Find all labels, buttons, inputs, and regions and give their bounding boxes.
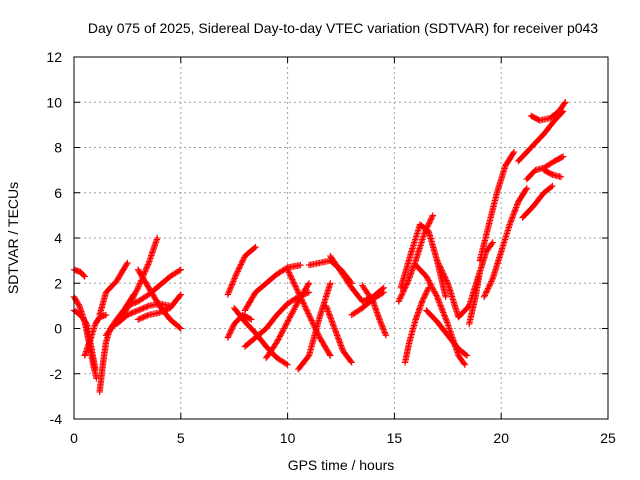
y-axis-label: SDTVAR / TECUs bbox=[5, 182, 21, 294]
data-series-track-21 bbox=[322, 302, 355, 366]
data-point-markers bbox=[523, 153, 567, 183]
data-point-markers bbox=[102, 234, 161, 339]
data-series-track-27 bbox=[401, 284, 432, 366]
y-tick-label: 10 bbox=[46, 94, 62, 110]
data-point-markers bbox=[96, 259, 131, 319]
data-series-track-29 bbox=[423, 307, 471, 359]
data-series-track-31 bbox=[466, 239, 496, 328]
data-point-markers bbox=[70, 266, 88, 280]
y-tick-label: 2 bbox=[54, 275, 62, 291]
data-point-markers bbox=[433, 257, 483, 321]
data-point-markers bbox=[81, 311, 110, 359]
data-point-markers bbox=[401, 284, 432, 366]
y-tick-label: 4 bbox=[54, 230, 62, 246]
y-tick-label: 0 bbox=[54, 321, 62, 337]
data-series-track-11 bbox=[134, 266, 184, 332]
x-tick-label: 10 bbox=[280, 430, 296, 446]
y-tick-label: -2 bbox=[50, 366, 63, 382]
chart-title: Day 075 of 2025, Sidereal Day-to-day VTE… bbox=[88, 20, 598, 36]
x-tick-label: 5 bbox=[177, 430, 185, 446]
data-series-track-30 bbox=[433, 257, 483, 321]
data-series-track-17 bbox=[263, 280, 313, 362]
data-point-markers bbox=[70, 307, 99, 373]
y-tick-label: 6 bbox=[54, 185, 62, 201]
data-point-markers bbox=[540, 166, 565, 181]
axis-ticks: 0 5 10 15 20 25 -4 -2 0 2 4 6 8 10 12 bbox=[46, 49, 616, 446]
data-series-track-37 bbox=[527, 99, 569, 124]
data-point-markers bbox=[295, 280, 334, 373]
data-point-markers bbox=[263, 280, 313, 362]
y-tick-label: -4 bbox=[50, 411, 63, 427]
data-series-track-04 bbox=[81, 311, 110, 359]
data-layer bbox=[70, 99, 569, 396]
data-series-track-12 bbox=[224, 243, 259, 298]
data-series-track-34 bbox=[515, 108, 567, 165]
data-series-track-02 bbox=[70, 307, 99, 373]
data-point-markers bbox=[224, 243, 259, 298]
data-series-track-33 bbox=[480, 185, 530, 300]
x-tick-label: 25 bbox=[600, 430, 616, 446]
data-series-track-03 bbox=[70, 266, 88, 280]
data-series-track-35 bbox=[519, 182, 556, 221]
x-axis-label: GPS time / hours bbox=[288, 457, 395, 473]
data-series-track-19 bbox=[295, 280, 334, 373]
y-tick-label: 8 bbox=[54, 140, 62, 156]
data-point-markers bbox=[476, 148, 518, 264]
data-point-markers bbox=[515, 108, 567, 165]
data-series-track-07 bbox=[102, 234, 161, 339]
data-series-track-36 bbox=[523, 153, 567, 183]
data-series-track-06 bbox=[96, 259, 131, 319]
data-point-markers bbox=[519, 182, 556, 221]
data-point-markers bbox=[134, 266, 184, 332]
data-point-markers bbox=[322, 302, 355, 366]
y-tick-label: 12 bbox=[46, 49, 62, 65]
data-point-markers bbox=[527, 99, 569, 124]
data-point-markers bbox=[395, 212, 436, 305]
data-point-markers bbox=[241, 261, 304, 314]
x-tick-label: 15 bbox=[387, 430, 403, 446]
data-point-markers bbox=[480, 185, 530, 300]
data-series-track-15 bbox=[241, 261, 304, 314]
grid bbox=[74, 57, 608, 419]
data-series-track-24 bbox=[359, 282, 390, 339]
data-point-markers bbox=[466, 239, 496, 328]
x-tick-label: 0 bbox=[70, 430, 78, 446]
x-tick-label: 20 bbox=[493, 430, 509, 446]
data-series-track-38 bbox=[540, 166, 565, 181]
data-point-markers bbox=[423, 307, 471, 359]
data-series-track-32 bbox=[476, 148, 518, 264]
data-series-track-25 bbox=[395, 212, 436, 305]
data-point-markers bbox=[359, 282, 390, 339]
